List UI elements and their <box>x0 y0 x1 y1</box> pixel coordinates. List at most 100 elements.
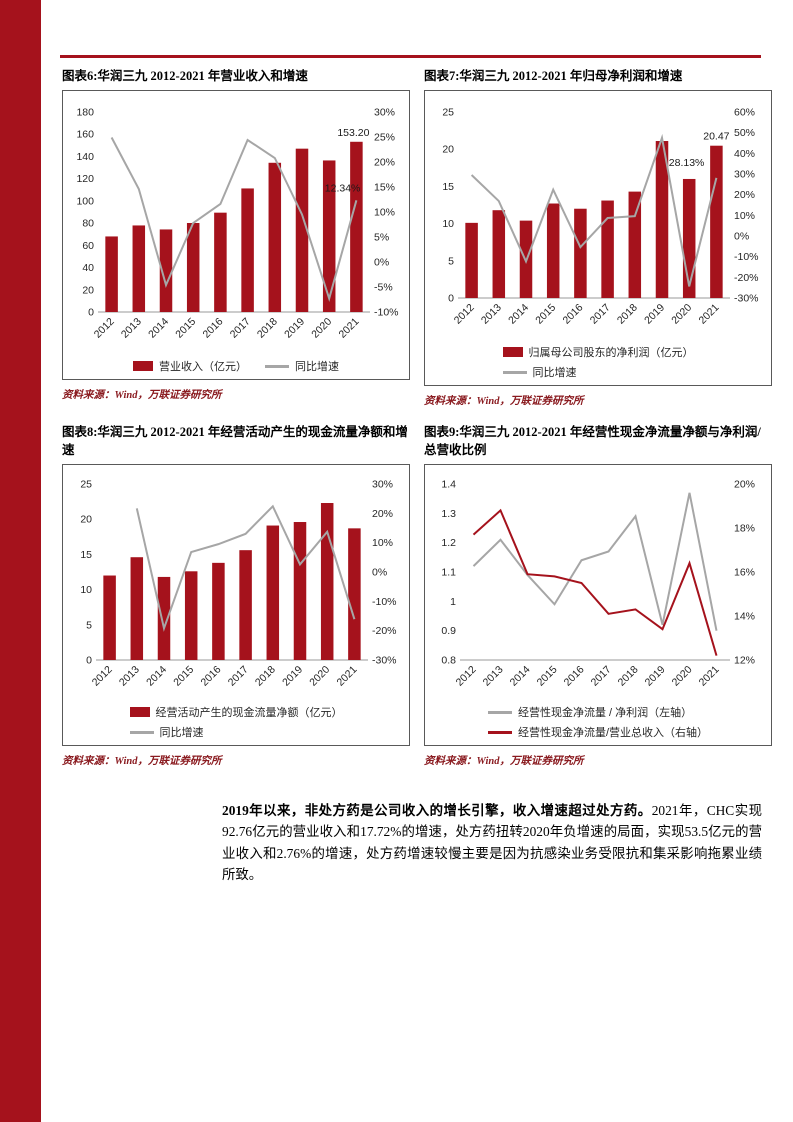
bar <box>214 212 227 312</box>
x-axis-tick-label: 2021 <box>335 664 360 689</box>
chart-frame: 0 5 10 15 20 25 -30% -20% -10% 0% 10% 20% 30% 2012 201… <box>62 464 410 746</box>
x-axis-tick-label: 2016 <box>562 664 587 689</box>
right-axis-tick-label: 15% <box>374 182 395 194</box>
right-axis-tick-label: 10% <box>372 537 393 549</box>
figure-cashflow-ratios: 图表9:华润三九 2012-2021 年经营性现金净流量净额与净利润/总营收比例… <box>424 424 772 768</box>
bar <box>492 210 506 298</box>
line-swatch-icon <box>265 364 289 368</box>
bar <box>348 528 361 660</box>
right-axis-tick-label: 25% <box>374 132 395 144</box>
left-axis-tick-label: 20 <box>80 514 92 526</box>
x-axis-tick-label: 2014 <box>508 664 533 689</box>
x-axis-tick-label: 2017 <box>226 664 251 689</box>
legend-item: 同比增速 <box>129 724 204 740</box>
legend-item: 同比增速 <box>502 364 577 380</box>
left-axis-tick-label: 20 <box>82 284 94 296</box>
data-label: 28.13% <box>669 157 705 169</box>
x-axis-tick-label: 2014 <box>146 316 171 341</box>
line-series <box>470 133 718 287</box>
x-axis-tick-label: 2020 <box>307 664 332 689</box>
cashflow-ratio-chart: 0.80.911.11.21.31.412%14%16%18%20%2012 20… <box>441 479 755 689</box>
bar <box>465 222 478 298</box>
bar <box>601 200 614 298</box>
left-axis-tick-label: 10 <box>80 584 92 596</box>
bar <box>157 576 171 660</box>
chart-frame: 0 5 10 15 20 25 -30% -20% -10% 0% 10% 20% 30% 40% 50% 6… <box>424 90 772 386</box>
right-axis-tick-label: -30% <box>734 293 759 305</box>
line-series <box>472 508 718 656</box>
bar <box>130 557 144 660</box>
right-axis-tick-label: 30% <box>734 169 755 181</box>
x-axis-tick-label: 2012 <box>454 664 479 689</box>
right-axis-tick-label: 20% <box>374 157 395 169</box>
left-axis-tick-label: 0.9 <box>441 625 456 637</box>
right-axis-tick-label: 10% <box>734 210 755 222</box>
analysis-paragraph: 2019年以来，非处方药是公司收入的增长引擎，收入增速超过处方药。2021年，C… <box>222 800 762 886</box>
bar <box>132 225 146 312</box>
x-axis-tick-label: 2012 <box>92 316 117 341</box>
left-axis-tick-label: 0 <box>88 307 94 319</box>
left-axis-tick-label: 80 <box>82 218 94 230</box>
x-axis-tick-label: 2020 <box>670 664 695 689</box>
left-axis-tick-label: 15 <box>442 181 454 193</box>
x-axis-tick-label: 2017 <box>228 316 253 341</box>
x-axis-tick-label: 2019 <box>280 664 305 689</box>
legend-row: 归属母公司股东的净利润（亿元） <box>502 344 694 360</box>
bar <box>268 162 282 312</box>
bar <box>266 525 280 660</box>
line-swatch-icon <box>487 730 512 734</box>
right-axis-tick-label: -5% <box>374 282 393 294</box>
x-axis-tick-label: 2012 <box>90 664 115 689</box>
x-axis-tick-label: 2013 <box>479 302 504 327</box>
x-axis-tick-label: 2016 <box>199 664 224 689</box>
left-axis-tick-label: 15 <box>80 549 92 561</box>
chart-legend: 经营活动产生的现金流量净额（亿元） 同比增速 <box>129 704 343 740</box>
chart-title: 图表9:华润三九 2012-2021 年经营性现金净流量净额与净利润/总营收比例 <box>424 425 761 457</box>
top-divider-rule <box>60 55 761 58</box>
figure-net-profit: 图表7:华润三九 2012-2021 年归母净利润和增速 0 5 10 15 20 25 -… <box>424 68 772 408</box>
x-axis-tick-label: 2015 <box>171 664 196 689</box>
right-axis-tick-label: 14% <box>734 611 755 623</box>
line-swatch-icon <box>129 730 154 734</box>
legend-label: 同比增速 <box>295 361 339 373</box>
legend-label: 归属母公司股东的净利润（亿元） <box>528 347 694 359</box>
x-axis-tick-label: 2013 <box>117 664 142 689</box>
legend-item: 营业收入（亿元） <box>133 358 247 374</box>
x-axis-tick-label: 2020 <box>309 316 334 341</box>
left-axis-tick-label: 1.1 <box>441 567 456 579</box>
bar <box>239 550 252 660</box>
bar <box>320 503 334 660</box>
x-axis-tick-label: 2015 <box>173 316 198 341</box>
right-axis-tick-label: 18% <box>734 523 755 535</box>
bar <box>105 236 118 312</box>
left-axis-tick-label: 5 <box>448 255 454 267</box>
bar <box>241 188 254 312</box>
legend-label: 经营活动产生的现金流量净额（亿元） <box>155 707 343 719</box>
x-axis-tick-label: 2016 <box>201 316 226 341</box>
x-axis-tick-label: 2017 <box>589 664 614 689</box>
data-source-note: 资料来源：Wind，万联证券研究所 <box>424 396 584 407</box>
data-source-note: 资料来源：Wind，万联证券研究所 <box>62 390 222 401</box>
legend-item: 经营性现金净流量 / 净利润（左轴） <box>487 704 693 720</box>
right-axis-tick-label: 20% <box>372 508 393 520</box>
chart-legend: 营业收入（亿元） 同比增速 <box>133 358 339 374</box>
right-axis-tick-label: -20% <box>734 272 759 284</box>
left-axis-tick-label: 120 <box>76 173 94 185</box>
right-axis-tick-label: 0% <box>372 567 387 579</box>
x-axis-tick-label: 2014 <box>144 664 169 689</box>
chart-title: 图表7:华润三九 2012-2021 年归母净利润和增速 <box>424 69 683 83</box>
legend-row: 同比增速 <box>129 724 204 740</box>
legend-label: 经营性现金净流量 / 净利润（左轴） <box>517 707 693 719</box>
bar <box>293 522 307 660</box>
bar <box>103 575 116 660</box>
legend-item: 同比增速 <box>265 358 339 374</box>
right-axis-tick-label: -10% <box>372 596 397 608</box>
right-axis-tick-label: -10% <box>374 307 399 319</box>
line-swatch-icon <box>487 710 512 714</box>
x-axis-tick-label: 2020 <box>669 302 694 327</box>
left-axis-tick-label: 1.4 <box>441 479 456 491</box>
x-axis-tick-label: 2016 <box>561 302 586 327</box>
bar <box>655 141 669 298</box>
